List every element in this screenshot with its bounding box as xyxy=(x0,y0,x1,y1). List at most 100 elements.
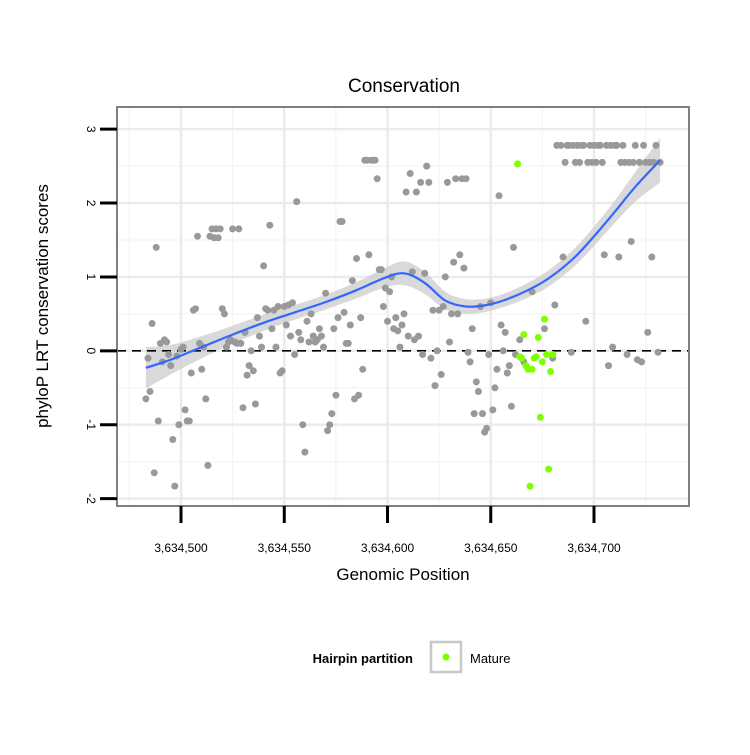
data-point xyxy=(443,178,451,186)
data-point xyxy=(338,218,346,225)
data-point xyxy=(640,141,648,149)
data-point xyxy=(402,188,410,196)
mature-point xyxy=(534,334,542,341)
legend-title: Hairpin partition xyxy=(313,651,413,666)
data-point xyxy=(460,264,468,272)
data-point xyxy=(541,325,548,333)
mature-point xyxy=(528,365,536,373)
data-point xyxy=(247,347,255,355)
data-point xyxy=(400,310,408,318)
data-point xyxy=(266,221,274,229)
data-point xyxy=(353,255,360,262)
data-point xyxy=(379,303,387,310)
confidence-band-area xyxy=(145,138,661,389)
data-point xyxy=(274,303,282,310)
data-point xyxy=(245,362,253,370)
data-point xyxy=(328,410,336,418)
data-point xyxy=(260,262,268,270)
data-point xyxy=(175,421,183,429)
data-point xyxy=(152,243,160,251)
data-point xyxy=(479,410,486,418)
data-point xyxy=(491,384,499,392)
data-point xyxy=(419,351,427,358)
data-point xyxy=(243,371,251,379)
data-point xyxy=(441,273,449,281)
data-point xyxy=(648,253,656,261)
data-point xyxy=(185,417,193,425)
data-point xyxy=(386,288,394,296)
data-point xyxy=(472,378,480,386)
data-point xyxy=(437,371,445,378)
legend-key-mature-dot xyxy=(442,653,450,661)
data-point xyxy=(330,325,338,333)
data-point xyxy=(299,421,307,429)
data-point xyxy=(600,251,608,259)
data-point xyxy=(220,310,228,318)
data-point xyxy=(289,299,296,307)
data-point xyxy=(580,141,588,149)
data-point xyxy=(322,289,330,297)
mature-point xyxy=(538,358,546,366)
data-point xyxy=(464,348,472,356)
smooth-line xyxy=(145,159,661,369)
data-point xyxy=(315,325,323,333)
x-tick-label: 3,634,550 xyxy=(258,541,312,555)
data-point xyxy=(253,314,261,322)
data-point xyxy=(557,141,565,149)
confidence-band xyxy=(145,138,661,389)
data-point xyxy=(297,336,305,344)
data-point xyxy=(623,351,631,358)
data-point xyxy=(613,141,621,149)
data-point xyxy=(256,332,263,340)
data-point xyxy=(357,314,365,322)
data-point xyxy=(272,343,280,351)
data-point xyxy=(194,232,201,240)
data-point xyxy=(307,310,315,318)
data-point xyxy=(384,317,391,325)
data-point xyxy=(497,321,505,329)
data-point xyxy=(499,347,507,355)
data-point xyxy=(474,388,482,395)
data-point xyxy=(187,369,195,377)
data-point xyxy=(237,339,245,347)
data-point xyxy=(417,178,425,186)
data-point xyxy=(485,351,493,358)
data-point xyxy=(192,305,199,313)
data-point xyxy=(146,388,154,395)
mature-point xyxy=(549,351,557,358)
data-point xyxy=(415,332,422,340)
data-point xyxy=(507,402,515,410)
data-point xyxy=(493,365,501,373)
data-point xyxy=(629,158,637,166)
data-point xyxy=(181,406,189,414)
data-point xyxy=(427,354,435,362)
data-point xyxy=(287,332,294,340)
mature-point xyxy=(526,482,534,490)
data-point xyxy=(456,251,464,259)
data-point xyxy=(359,365,367,373)
mature-point xyxy=(543,351,550,358)
data-point xyxy=(483,424,491,432)
data-point xyxy=(619,141,627,149)
data-point xyxy=(317,332,325,340)
data-point xyxy=(216,225,224,233)
data-point xyxy=(468,325,476,333)
data-point xyxy=(392,314,400,322)
data-point xyxy=(355,391,363,399)
mature-points-layer xyxy=(514,160,557,490)
data-point xyxy=(165,351,173,358)
legend-entry-mature: Mature xyxy=(470,651,510,666)
y-tick-label: 0 xyxy=(84,347,98,354)
plot-border xyxy=(116,106,690,507)
x-axis-label: Genomic Position xyxy=(336,565,469,584)
data-point xyxy=(404,332,412,340)
data-point xyxy=(398,321,406,329)
y-tick-label: 1 xyxy=(84,274,98,281)
data-point xyxy=(561,158,569,166)
data-point xyxy=(268,325,276,333)
data-point xyxy=(144,354,152,362)
data-point xyxy=(631,141,639,149)
legend: Hairpin partition Mature xyxy=(313,640,510,674)
data-point xyxy=(214,234,222,242)
y-tick-label: -1 xyxy=(84,419,98,430)
